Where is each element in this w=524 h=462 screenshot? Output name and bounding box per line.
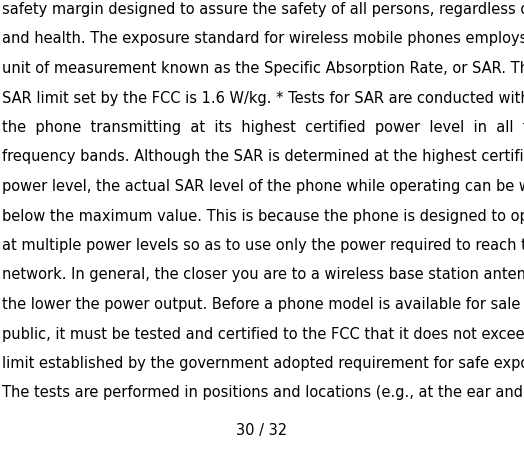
Text: frequency bands. Although the SAR is determined at the highest certified: frequency bands. Although the SAR is det… — [2, 150, 524, 164]
Text: safety margin designed to assure the safety of all persons, regardless of age: safety margin designed to assure the saf… — [2, 2, 524, 17]
Text: unit of measurement known as the Specific Absorption Rate, or SAR. The: unit of measurement known as the Specifi… — [2, 61, 524, 76]
Text: the  phone  transmitting  at  its  highest  certified  power  level  in  all  te: the phone transmitting at its highest ce… — [2, 120, 524, 135]
Text: and health. The exposure standard for wireless mobile phones employs a: and health. The exposure standard for wi… — [2, 31, 524, 47]
Text: 30 / 32: 30 / 32 — [236, 423, 288, 438]
Text: the lower the power output. Before a phone model is available for sale to the: the lower the power output. Before a pho… — [2, 297, 524, 312]
Text: public, it must be tested and certified to the FCC that it does not exceed the: public, it must be tested and certified … — [2, 327, 524, 341]
Text: at multiple power levels so as to use only the power required to reach the: at multiple power levels so as to use on… — [2, 238, 524, 253]
Text: below the maximum value. This is because the phone is designed to operate: below the maximum value. This is because… — [2, 208, 524, 224]
Text: power level, the actual SAR level of the phone while operating can be well: power level, the actual SAR level of the… — [2, 179, 524, 194]
Text: limit established by the government adopted requirement for safe exposure.: limit established by the government adop… — [2, 356, 524, 371]
Text: network. In general, the closer you are to a wireless base station antenna,: network. In general, the closer you are … — [2, 267, 524, 282]
Text: SAR limit set by the FCC is 1.6 W/kg. * Tests for SAR are conducted with: SAR limit set by the FCC is 1.6 W/kg. * … — [2, 91, 524, 105]
Text: The tests are performed in positions and locations (e.g., at the ear and worn: The tests are performed in positions and… — [2, 385, 524, 401]
